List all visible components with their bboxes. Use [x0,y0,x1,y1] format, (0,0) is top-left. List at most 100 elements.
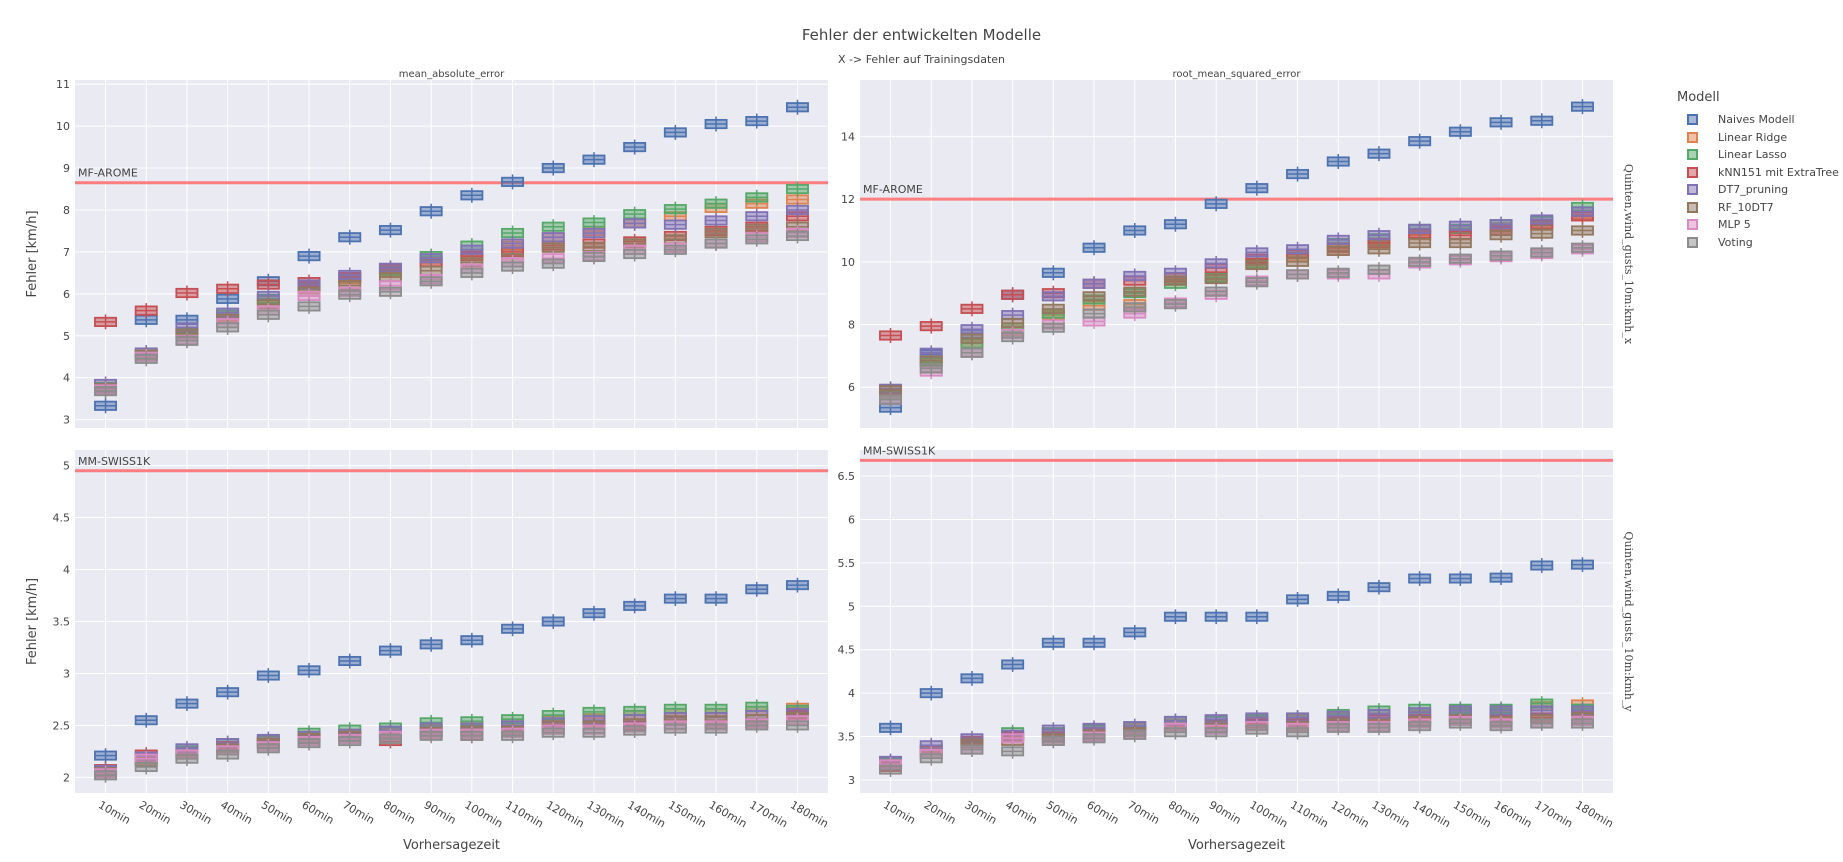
box-rf_10dt7 [1489,227,1513,243]
legend-item[interactable]: Linear Lasso [1687,146,1839,164]
reference-label: MF-AROME [863,183,923,196]
y-axis-title: Fehler [km/h] [25,578,40,665]
box-naives-modell [1448,571,1472,586]
box-voting [1326,720,1350,736]
box-voting [256,740,280,756]
legend-item[interactable]: MLP 5 [1687,216,1839,234]
box-voting [1570,716,1594,731]
box-voting [582,725,606,741]
box-naives-modell [1001,657,1025,672]
box-voting [1001,329,1025,345]
y-tick-label: 12 [841,193,855,206]
y-tick-label: 11 [56,78,70,91]
reference-label: MM-SWISS1K [78,455,151,468]
box-rf_10dt7 [1245,257,1269,273]
legend-title: Modell [1677,90,1720,105]
box-voting [663,242,687,258]
box-voting [745,718,769,733]
reference-label: MM-SWISS1K [863,444,936,457]
box-dt7_pruning [1123,268,1147,284]
box-voting [1204,284,1228,300]
box-dt7_pruning [1082,276,1106,292]
box-voting [1123,727,1147,743]
box-naives-modell [582,605,606,621]
box-voting [1489,248,1513,264]
box-voting [1123,299,1147,315]
box-naives-modell [785,99,809,115]
y-tick-label: 3.5 [53,616,71,629]
x-tick-label: 20min [922,798,959,827]
y-tick-label: 5.5 [838,557,856,570]
box-rf_10dt7 [1123,284,1147,300]
box-naives-modell [297,662,321,678]
box-naives-modell [1123,624,1147,640]
column-title: root_mean_squared_error [1172,69,1301,80]
box-linear-lasso [745,189,769,205]
x-tick-label: 140min [1410,798,1453,830]
plot-area [860,450,1613,793]
box-naives-modell [338,229,362,245]
box-dt7_pruning [745,208,769,224]
x-tick-label: 170min [747,798,790,830]
legend-item[interactable]: RF_10DT7 [1687,199,1839,217]
box-voting [338,733,362,749]
y-tick-label: 3.5 [838,731,856,744]
x-tick-label: 80min [381,798,418,827]
box-naives-modell [1245,180,1269,196]
box-voting [460,728,484,744]
legend-item[interactable]: Naives Modell [1687,111,1839,129]
box-naives-modell [1326,588,1350,604]
y-tick-label: 8 [848,319,855,332]
box-voting [1489,718,1513,734]
box-naives-modell [1530,113,1554,129]
box-voting [1448,716,1472,731]
x-tick-label: 70min [1125,798,1162,827]
box-naives-modell [1367,579,1391,595]
box-voting [216,319,240,335]
box-naives-modell [216,684,240,700]
box-voting [919,750,943,766]
box-naives-modell [378,222,402,238]
box-dt7_pruning [501,236,525,252]
legend-label: RF_10DT7 [1718,200,1774,214]
box-rf_10dt7 [1326,243,1350,259]
box-voting [1041,320,1065,336]
y-tick-label: 6 [63,288,70,301]
x-tick-label: 10min [96,798,133,827]
box-dt7_pruning [582,225,606,241]
box-naives-modell [1570,99,1594,115]
box-voting [623,246,647,262]
legend-item[interactable]: Voting [1687,234,1839,252]
box-dt7_pruning [1530,211,1554,228]
y-tick-label: 5 [848,600,855,613]
box-voting [134,351,158,367]
box-naives-modell [338,653,362,669]
box-rf_10dt7 [1163,273,1187,289]
box-naives-modell [1448,124,1472,140]
legend-item[interactable]: Linear Ridge [1687,129,1839,147]
box-rf_10dt7 [1408,235,1432,251]
box-naives-modell [1082,635,1106,651]
box-voting [1530,244,1554,260]
box-voting [1082,306,1106,322]
box-voting [1245,274,1269,290]
legend-label: kNN151 mit ExtraTree [1718,165,1839,179]
box-voting [1326,265,1350,281]
box-dt7_pruning [1448,218,1472,234]
x-tick-label: 70min [340,798,377,827]
box-naives-modell [1082,240,1106,256]
box-voting [297,298,321,314]
y-tick-label: 8 [63,204,70,217]
y-tick-label: 4 [848,687,855,700]
legend-item[interactable]: kNN151 mit ExtraTree [1687,164,1839,182]
legend-item[interactable]: DT7_pruning [1687,181,1839,199]
box-naives-modell [879,720,903,736]
y-tick-label: 5 [63,330,70,343]
subplot-bottom-right: 3 3.5 4 4.5 5 5.5 6 6.5 MM-SWISS1K 10min 20min 30mi… [838,444,1636,853]
box-voting [785,228,809,244]
y-tick-label: 2 [63,771,70,784]
box-dt7_pruning [1570,204,1594,220]
box-rf_10dt7 [1367,241,1391,257]
box-dt7_pruning [785,202,809,218]
box-dt7_pruning [1041,288,1065,304]
